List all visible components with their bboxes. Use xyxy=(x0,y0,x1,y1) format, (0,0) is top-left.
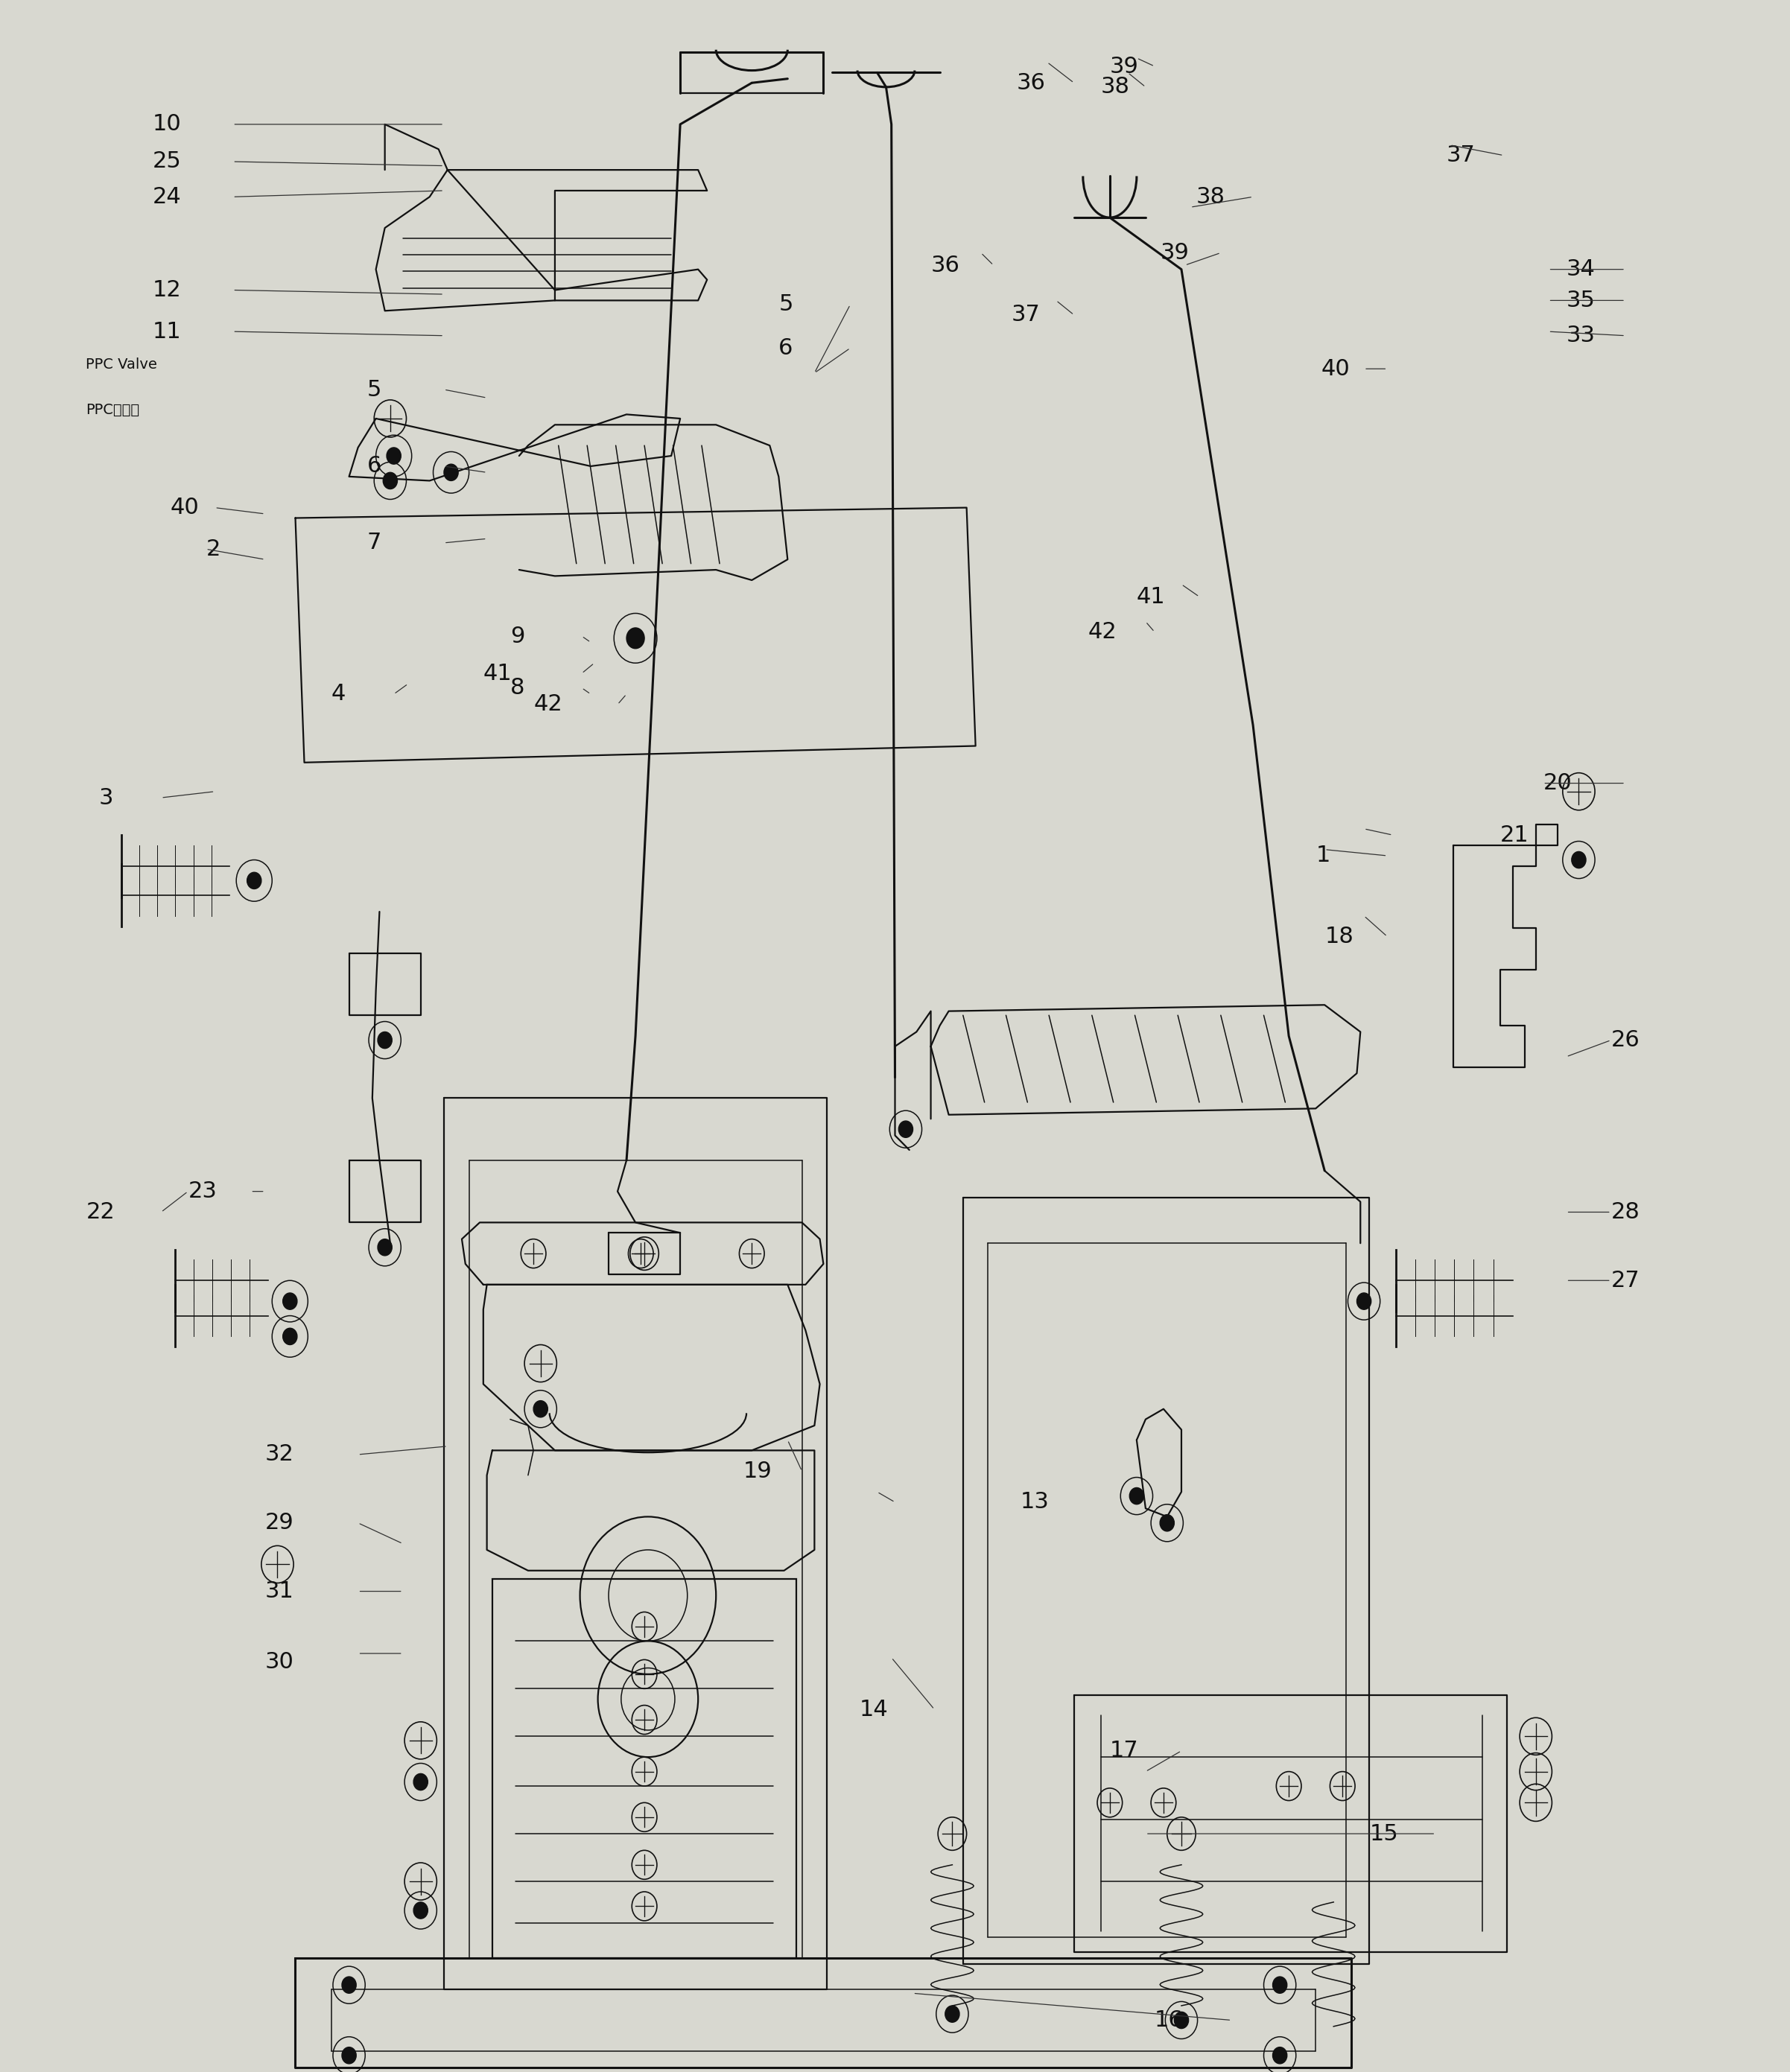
Circle shape xyxy=(444,464,458,481)
Circle shape xyxy=(1572,852,1586,868)
Text: 40: 40 xyxy=(1321,358,1350,379)
Text: 33: 33 xyxy=(1566,325,1595,346)
Text: 5: 5 xyxy=(367,379,381,400)
Text: 31: 31 xyxy=(265,1581,294,1602)
Text: 36: 36 xyxy=(931,255,959,276)
Text: 37: 37 xyxy=(1011,305,1040,325)
Text: 25: 25 xyxy=(152,151,181,172)
Circle shape xyxy=(945,2006,959,2022)
Circle shape xyxy=(247,872,261,889)
Circle shape xyxy=(1129,1488,1144,1504)
Text: 23: 23 xyxy=(188,1181,217,1202)
Circle shape xyxy=(1273,1977,1287,1993)
Text: PPC Valve: PPC Valve xyxy=(86,358,158,371)
Text: 24: 24 xyxy=(152,186,181,207)
Circle shape xyxy=(626,628,644,649)
Text: 7: 7 xyxy=(367,533,381,553)
Circle shape xyxy=(342,2047,356,2064)
Circle shape xyxy=(533,1401,548,1417)
Text: 36: 36 xyxy=(1017,73,1045,93)
Text: 5: 5 xyxy=(779,294,793,315)
Text: 39: 39 xyxy=(1110,56,1138,77)
Text: 6: 6 xyxy=(779,338,793,358)
Text: 8: 8 xyxy=(510,678,524,698)
Text: 29: 29 xyxy=(265,1513,294,1533)
Circle shape xyxy=(283,1293,297,1310)
Circle shape xyxy=(378,1239,392,1256)
Text: 28: 28 xyxy=(1611,1202,1640,1222)
Circle shape xyxy=(1160,1515,1174,1531)
Text: 38: 38 xyxy=(1101,77,1129,97)
Circle shape xyxy=(283,1328,297,1345)
Text: 12: 12 xyxy=(152,280,181,300)
Circle shape xyxy=(413,1774,428,1790)
Text: 22: 22 xyxy=(86,1202,115,1222)
Text: 19: 19 xyxy=(743,1461,771,1481)
Circle shape xyxy=(413,1902,428,1919)
Circle shape xyxy=(387,448,401,464)
Circle shape xyxy=(342,1977,356,1993)
Text: 37: 37 xyxy=(1446,145,1475,166)
Text: 27: 27 xyxy=(1611,1270,1640,1291)
Text: 39: 39 xyxy=(1160,242,1189,263)
Text: 21: 21 xyxy=(1500,825,1529,845)
Circle shape xyxy=(899,1121,913,1138)
Text: 34: 34 xyxy=(1566,259,1595,280)
Text: 10: 10 xyxy=(152,114,181,135)
Text: 40: 40 xyxy=(170,497,199,518)
Text: 41: 41 xyxy=(483,663,512,684)
Text: PPCバルブ: PPCバルブ xyxy=(86,404,140,416)
Text: 14: 14 xyxy=(859,1699,888,1720)
Circle shape xyxy=(1273,2047,1287,2064)
Text: 32: 32 xyxy=(265,1444,294,1465)
Text: 20: 20 xyxy=(1543,773,1572,794)
Circle shape xyxy=(1174,2012,1189,2028)
Text: 26: 26 xyxy=(1611,1030,1640,1051)
Text: 4: 4 xyxy=(331,684,345,704)
Text: 30: 30 xyxy=(265,1651,294,1672)
Circle shape xyxy=(383,472,397,489)
Text: 16: 16 xyxy=(1155,2010,1183,2031)
Text: 38: 38 xyxy=(1196,186,1224,207)
Text: 2: 2 xyxy=(206,539,220,559)
Text: 11: 11 xyxy=(152,321,181,342)
Circle shape xyxy=(378,1032,392,1048)
Text: 13: 13 xyxy=(1020,1492,1049,1513)
Text: 18: 18 xyxy=(1325,926,1353,947)
Text: 35: 35 xyxy=(1566,290,1595,311)
Text: 17: 17 xyxy=(1110,1740,1138,1761)
Text: 3: 3 xyxy=(98,787,113,808)
Text: 41: 41 xyxy=(1137,586,1165,607)
Text: 42: 42 xyxy=(1088,622,1117,642)
Text: 1: 1 xyxy=(1316,845,1330,866)
Text: 9: 9 xyxy=(510,626,524,646)
Circle shape xyxy=(1357,1293,1371,1310)
Text: 15: 15 xyxy=(1369,1823,1398,1844)
Text: 6: 6 xyxy=(367,456,381,477)
Text: 42: 42 xyxy=(533,694,562,715)
